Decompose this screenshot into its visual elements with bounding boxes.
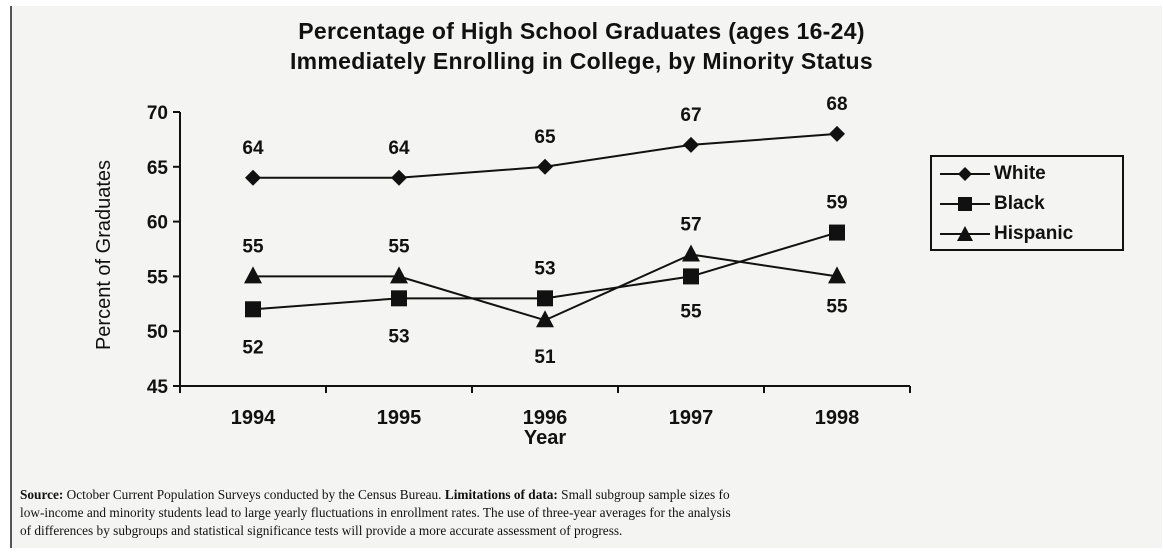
source-label: Source: (20, 487, 64, 502)
y-tick-label: 70 (147, 103, 168, 124)
legend-item-white: White (940, 161, 1046, 187)
data-label: 55 (680, 301, 702, 322)
data-point-white (245, 169, 261, 186)
data-label: 55 (242, 236, 264, 257)
data-label: 51 (534, 347, 556, 368)
data-point-hispanic (536, 310, 554, 328)
triangle-marker-icon (940, 226, 990, 241)
source-line-3: of differences by subgroups and statisti… (20, 523, 623, 538)
data-point-black (391, 290, 407, 307)
diamond-marker-icon (940, 167, 990, 181)
legend-item-black: Black (940, 191, 1045, 217)
data-label: 67 (680, 105, 701, 126)
chart-frame (10, 6, 1162, 548)
limitations-label: Limitations of data: (444, 487, 558, 502)
data-point-hispanic (390, 266, 408, 284)
data-label: 64 (242, 138, 264, 159)
source-note: Source: October Current Population Surve… (20, 486, 1160, 540)
chart-legend: White Black Hispanic (930, 155, 1124, 251)
y-tick-label: 45 (147, 377, 169, 398)
data-label: 57 (680, 214, 701, 235)
source-line-2: low-income and minority students lead to… (20, 505, 731, 520)
data-point-hispanic (244, 266, 262, 284)
data-label: 53 (534, 258, 555, 279)
data-label: 53 (388, 326, 409, 347)
data-label: 65 (534, 127, 556, 148)
chart-title-line-2: Immediately Enrolling in College, by Min… (289, 48, 874, 74)
source-text: October Current Population Surveys condu… (63, 487, 445, 502)
legend-label-black: Black (994, 193, 1045, 214)
y-tick-label: 60 (147, 213, 168, 234)
data-point-hispanic (828, 266, 846, 284)
data-label: 59 (826, 193, 847, 214)
y-tick-label: 55 (147, 267, 169, 288)
legend-label-hispanic: Hispanic (994, 223, 1074, 244)
y-axis-title: Percent of Graduates (93, 160, 115, 350)
y-tick-label: 50 (147, 322, 168, 343)
x-tick-label: 1998 (815, 407, 860, 429)
data-point-white (391, 169, 407, 186)
data-point-black (683, 268, 699, 285)
data-label: 64 (388, 138, 410, 159)
legend-label-white: White (994, 163, 1046, 184)
x-axis-title: Year (524, 427, 566, 449)
x-tick-label: 1996 (523, 407, 568, 429)
square-marker-icon (940, 197, 990, 211)
data-point-white (683, 136, 699, 153)
x-tick-label: 1997 (669, 407, 714, 429)
data-point-black (245, 301, 261, 318)
x-tick-label: 1995 (377, 407, 422, 429)
chart-title-line-1: Percentage of High School Graduates (age… (298, 18, 865, 44)
data-point-white (829, 125, 845, 142)
y-tick-label: 65 (147, 158, 169, 179)
data-point-black (537, 290, 553, 307)
data-label: 55 (388, 236, 410, 257)
data-point-hispanic (682, 244, 700, 262)
data-label: 52 (242, 337, 263, 358)
data-label: 55 (826, 296, 848, 317)
limitations-text: Small subgroup sample sizes fo (557, 487, 730, 502)
legend-item-hispanic: Hispanic (940, 221, 1073, 247)
source-line-1: Source: October Current Population Surve… (20, 486, 1160, 504)
data-point-black (829, 224, 845, 241)
data-point-white (537, 158, 553, 175)
data-label: 68 (826, 94, 847, 115)
x-tick-label: 1994 (231, 407, 276, 429)
